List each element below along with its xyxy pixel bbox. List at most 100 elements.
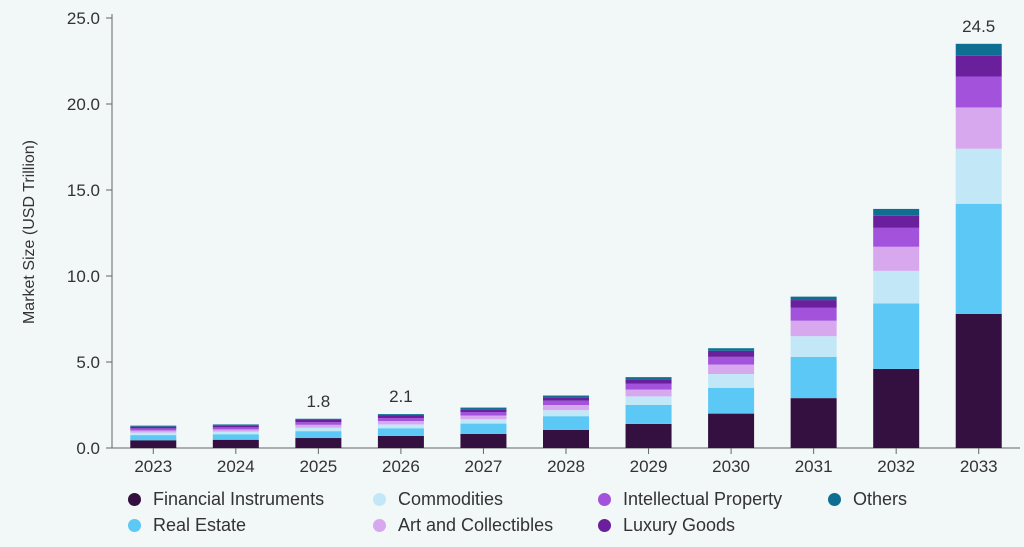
bar-segment — [955, 55, 1002, 77]
x-tick-label: 2026 — [382, 457, 420, 476]
legend-label: Intellectual Property — [623, 488, 783, 509]
bar-segment — [212, 427, 259, 430]
bar-segment — [130, 426, 177, 429]
bar-segment — [377, 415, 424, 419]
y-tick-label: 0.0 — [76, 439, 100, 458]
data-labels: 1.8 2.1 24.5 — [307, 17, 996, 411]
legend-swatch — [598, 518, 611, 532]
legend-swatch — [828, 492, 841, 506]
bar-segment — [625, 379, 672, 384]
bar-segment — [543, 395, 589, 398]
bar-segment — [377, 428, 424, 436]
bar-segment — [543, 400, 589, 405]
y-tick-label: 25.0 — [67, 9, 100, 28]
y-tick-label: 5.0 — [76, 353, 100, 372]
bar-segment — [212, 434, 259, 440]
bar-segment — [955, 76, 1002, 108]
bar-segment — [708, 374, 755, 388]
x-tick-label: 2027 — [465, 457, 503, 476]
bar-segment — [295, 438, 342, 448]
data-label: 1.8 — [307, 392, 331, 411]
bar-segment — [543, 429, 589, 448]
bar-segment — [790, 336, 837, 357]
legend-label: Commodities — [398, 488, 504, 509]
bar-segment — [543, 397, 589, 401]
bar-segment — [873, 215, 920, 228]
bar-segment — [708, 364, 755, 375]
x-axis: 2023 2024 2025 2026 2027 2028 2029 2030 2031 2032… — [112, 447, 1020, 476]
y-axis-label: Market Size (USD Trillion) — [21, 140, 38, 324]
bar-segment — [790, 356, 837, 399]
legend-item: Real Estate — [128, 514, 373, 536]
bar-segment — [873, 303, 920, 369]
bar-segment — [708, 356, 755, 365]
bar-segment — [625, 405, 672, 424]
bar-segment — [873, 368, 920, 448]
legend-item: Art and Collectibles — [373, 514, 598, 536]
data-label: 2.1 — [389, 387, 413, 406]
bar-segment — [790, 320, 837, 337]
bar-segment — [873, 270, 920, 304]
bar-segment — [460, 415, 507, 420]
bar-segment — [460, 433, 507, 448]
bar-segment — [295, 422, 342, 425]
legend-swatch — [373, 492, 386, 506]
bar-segment — [295, 431, 342, 439]
bar-segment — [377, 418, 424, 421]
bar-segment — [955, 148, 1002, 204]
bar-segment — [708, 413, 755, 448]
bar-segment — [790, 300, 837, 308]
x-tick-label: 2024 — [217, 457, 255, 476]
bar-segment — [955, 313, 1002, 448]
legend-swatch — [128, 518, 141, 532]
legend-label: Financial Instruments — [153, 488, 325, 509]
legend: Financial Instruments Commodities Intellec… — [128, 488, 988, 536]
bar-segment — [790, 398, 837, 448]
bar-segment — [130, 430, 177, 433]
legend-item: Luxury Goods — [598, 514, 828, 536]
bar-segment — [708, 387, 755, 414]
bar-segment — [295, 419, 342, 423]
bar-segment — [212, 429, 259, 432]
bar-segment — [377, 424, 424, 429]
bar-segment — [212, 424, 259, 426]
legend-swatch — [128, 492, 141, 506]
bar-segment — [130, 440, 177, 448]
bar-segment — [377, 435, 424, 448]
y-tick-label: 10.0 — [67, 267, 100, 286]
legend-item: Others — [828, 488, 978, 510]
bar-segment — [873, 246, 920, 271]
y-axis: 0.0 5.0 10.0 15.0 20.0 25.0 — [67, 9, 113, 458]
legend-swatch — [598, 492, 611, 506]
x-tick-label: 2023 — [134, 457, 172, 476]
x-tick-label: 2028 — [547, 457, 585, 476]
bar-segment — [625, 377, 672, 380]
bar-segment — [873, 227, 920, 247]
bar-segment — [873, 208, 920, 216]
bar-segment — [955, 107, 1002, 149]
bar-segment — [130, 435, 177, 441]
bar-segment — [460, 407, 507, 410]
legend-label: Others — [853, 488, 908, 509]
x-tick-label: 2032 — [877, 457, 915, 476]
stacked-bar-chart: 0.0 5.0 10.0 15.0 20.0 25.0 2023 2024 2025 2026 2… — [21, 9, 1020, 476]
x-tick-label: 2031 — [795, 457, 833, 476]
bar-segment — [295, 418, 342, 420]
bar-segment — [625, 396, 672, 405]
bar-segment — [708, 348, 755, 351]
bar-segment — [708, 350, 755, 357]
x-tick-label: 2025 — [299, 457, 337, 476]
bar-segment — [460, 412, 507, 416]
y-tick-label: 15.0 — [67, 181, 100, 200]
bar-segment — [543, 405, 589, 411]
legend-swatch — [373, 518, 386, 532]
bar-segment — [955, 43, 1002, 56]
bar-segment — [955, 203, 1002, 314]
bar-segment — [377, 420, 424, 425]
bar-segment — [295, 424, 342, 428]
legend-item: Financial Instruments — [128, 488, 373, 510]
y-tick-label: 20.0 — [67, 95, 100, 114]
bar-segment — [460, 419, 507, 424]
bar-segment — [625, 423, 672, 448]
bars — [130, 43, 1002, 448]
